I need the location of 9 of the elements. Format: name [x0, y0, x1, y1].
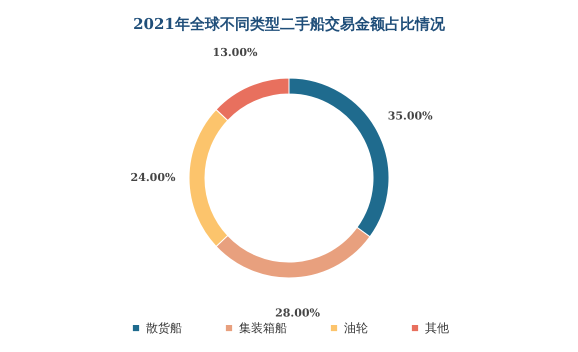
data-label: 35.00%: [388, 109, 434, 122]
legend-label: 其他: [425, 321, 449, 336]
legend-label: 油轮: [344, 321, 368, 336]
data-label: 24.00%: [130, 171, 176, 184]
data-label: 28.00%: [275, 306, 321, 320]
legend-label: 散货船: [146, 321, 182, 336]
chart-title: 2021年全球不同类型二手船交易金额占比情况: [133, 15, 446, 33]
data-label: 13.00%: [212, 46, 258, 60]
legend-label: 集装箱船: [239, 321, 287, 336]
